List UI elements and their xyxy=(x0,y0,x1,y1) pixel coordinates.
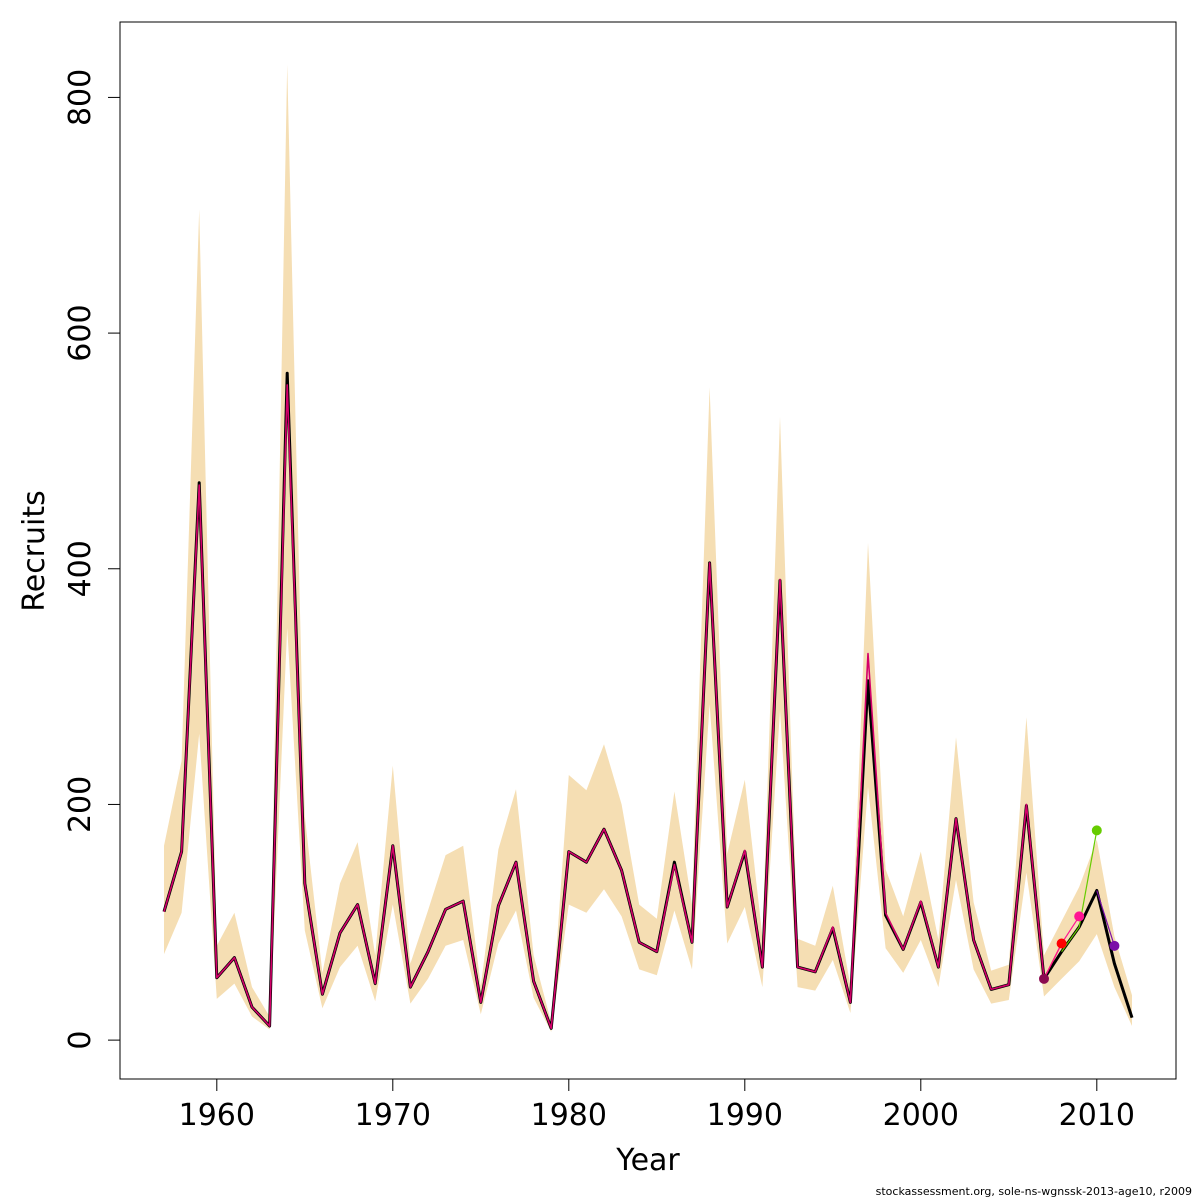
y-tick-label-800: 800 xyxy=(63,69,98,126)
retro-tail-3 xyxy=(1061,830,1098,953)
x-tick-label-1970: 1970 xyxy=(355,1098,431,1133)
end-points-layer xyxy=(1039,825,1120,984)
end-point-2008 xyxy=(1056,938,1067,949)
confidence-band xyxy=(164,64,1132,1032)
confidence-band-layer xyxy=(164,64,1132,1032)
y-tick-label-200: 200 xyxy=(63,776,98,833)
x-tick-label-1980: 1980 xyxy=(531,1098,607,1133)
end-point-2007 xyxy=(1039,973,1049,984)
x-tick-label-2010: 2010 xyxy=(1059,1098,1135,1133)
y-tick-label-400: 400 xyxy=(63,540,98,597)
footer-credit: stockassessment.org, sole-ns-wgnssk-2013… xyxy=(875,1185,1192,1198)
x-tick-label-1990: 1990 xyxy=(707,1098,783,1133)
end-point-2010 xyxy=(1091,825,1102,836)
x-axis: 1960 1970 1980 1990 2000 2010 xyxy=(179,1078,1135,1133)
series-layer xyxy=(162,371,1134,1030)
x-axis-title: Year xyxy=(615,1143,680,1178)
retro-tail-4 xyxy=(1096,890,1115,946)
retro-line xyxy=(163,384,1045,1030)
x-tick-label-1960: 1960 xyxy=(179,1098,255,1133)
y-tick-label-600: 600 xyxy=(63,304,98,361)
y-axis: 0 200 400 600 800 xyxy=(63,69,121,1050)
y-tick-label-0: 0 xyxy=(63,1031,98,1050)
end-point-2011 xyxy=(1109,940,1120,951)
end-point-2009 xyxy=(1074,911,1085,922)
x-tick-label-2000: 2000 xyxy=(883,1098,959,1133)
y-axis-title: Recruits xyxy=(17,490,52,612)
